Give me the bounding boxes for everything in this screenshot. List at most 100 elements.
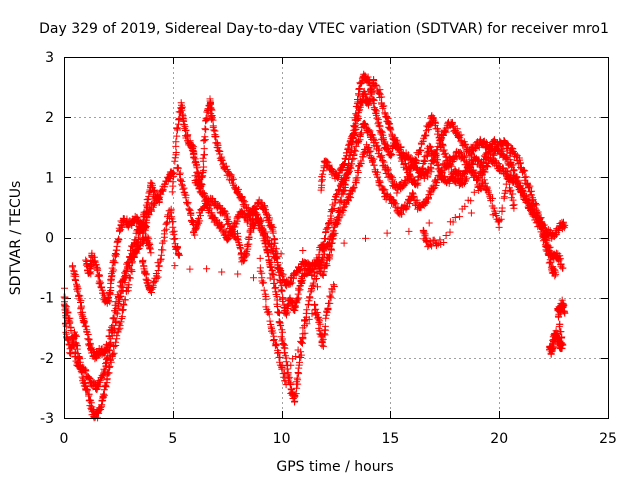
data-point xyxy=(268,269,276,277)
data-point xyxy=(274,308,282,316)
data-point xyxy=(96,280,104,288)
data-point xyxy=(264,248,272,256)
data-point xyxy=(120,301,128,309)
x-tick-label: 10 xyxy=(273,431,291,447)
data-point xyxy=(200,145,208,153)
data-point xyxy=(109,350,117,358)
data-point xyxy=(178,177,186,185)
data-point xyxy=(111,301,119,309)
data-point xyxy=(70,342,78,350)
data-point xyxy=(388,151,396,158)
data-point xyxy=(155,198,163,206)
data-point xyxy=(62,328,70,336)
data-point xyxy=(85,340,92,348)
data-point xyxy=(377,127,385,135)
data-point xyxy=(370,96,378,104)
data-point xyxy=(170,169,178,177)
data-point xyxy=(521,167,529,175)
data-point xyxy=(222,162,230,170)
data-point xyxy=(110,315,118,323)
data-point xyxy=(77,304,85,312)
data-point xyxy=(169,178,177,186)
data-point xyxy=(180,184,188,192)
data-point xyxy=(144,233,152,241)
data-point xyxy=(132,236,140,244)
x-tick-label: 0 xyxy=(60,431,69,447)
data-point xyxy=(201,125,209,133)
data-point xyxy=(110,343,118,350)
data-point xyxy=(82,367,90,375)
data-point xyxy=(147,249,155,257)
data-point xyxy=(92,261,100,269)
x-tick-label: 25 xyxy=(599,431,617,447)
data-point xyxy=(282,358,290,366)
data-point xyxy=(172,149,180,156)
data-point xyxy=(145,189,153,197)
data-point xyxy=(173,132,181,140)
data-point xyxy=(172,138,180,146)
data-point xyxy=(230,175,237,183)
data-point xyxy=(80,319,88,327)
data-point xyxy=(267,263,275,271)
data-point xyxy=(87,270,95,278)
data-points xyxy=(60,70,569,422)
data-point xyxy=(97,406,105,413)
data-point xyxy=(276,322,284,330)
x-axis-label: GPS time / hours xyxy=(276,459,393,475)
data-point xyxy=(175,116,183,123)
data-point xyxy=(143,203,151,211)
data-point xyxy=(184,199,192,207)
data-point xyxy=(387,149,395,157)
data-point xyxy=(279,328,286,336)
data-point xyxy=(282,352,290,360)
data-point xyxy=(178,106,186,114)
data-point xyxy=(101,367,109,375)
y-tick-label: 2 xyxy=(45,110,54,126)
data-point xyxy=(183,200,191,208)
data-point xyxy=(169,170,177,177)
data-point xyxy=(109,268,117,276)
data-point xyxy=(211,133,219,141)
data-point xyxy=(112,304,120,312)
data-point xyxy=(520,166,528,174)
data-point xyxy=(115,235,122,243)
data-point xyxy=(105,294,113,302)
data-point xyxy=(375,118,383,126)
data-point xyxy=(130,253,138,261)
data-point xyxy=(235,185,242,193)
data-point xyxy=(504,141,512,149)
data-point xyxy=(294,376,302,384)
data-point xyxy=(105,340,113,348)
data-point xyxy=(71,353,79,361)
data-point xyxy=(100,390,107,398)
data-point xyxy=(67,327,75,334)
data-point xyxy=(423,169,431,177)
data-point xyxy=(303,306,311,314)
data-point xyxy=(102,360,109,368)
data-point xyxy=(98,283,106,291)
data-point xyxy=(105,342,113,350)
data-point xyxy=(453,125,461,133)
data-point xyxy=(522,173,530,181)
data-point xyxy=(93,266,101,274)
data-point xyxy=(116,322,124,330)
data-point xyxy=(85,335,93,343)
data-point xyxy=(66,319,74,327)
data-point xyxy=(355,85,363,92)
y-axis-label: SDTVAR / TECUs xyxy=(8,181,24,296)
data-point xyxy=(185,205,193,213)
data-point xyxy=(297,351,305,359)
data-point xyxy=(110,258,118,266)
data-point xyxy=(69,262,77,270)
y-tick-label: 3 xyxy=(45,50,54,66)
data-point xyxy=(519,167,527,175)
data-point xyxy=(110,266,118,274)
data-point xyxy=(176,169,184,177)
x-tick-label: 5 xyxy=(168,431,177,447)
data-point xyxy=(105,332,113,340)
data-point xyxy=(291,391,298,399)
data-point xyxy=(75,295,83,303)
data-point xyxy=(171,154,179,162)
